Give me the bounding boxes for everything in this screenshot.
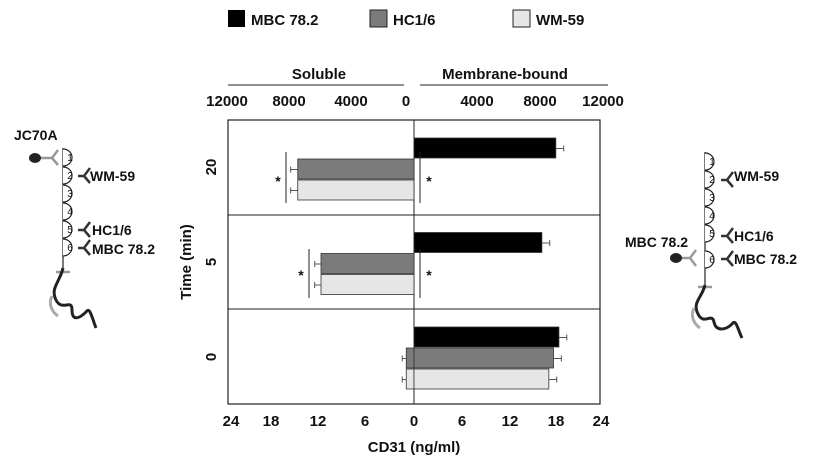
- legend-swatch-hc: [369, 9, 388, 28]
- antibody-icon: [721, 250, 734, 267]
- antibody-icon: [78, 167, 91, 184]
- antibody-label-wm59: WM-59: [90, 168, 135, 184]
- top-tick: 12000: [206, 93, 248, 110]
- antibody-icon: [721, 227, 734, 244]
- antibody-icon: [41, 149, 59, 166]
- domain-number: 3: [67, 189, 73, 200]
- antibody-icon: [721, 171, 734, 188]
- domain-number: 5: [709, 229, 715, 240]
- legend-swatch-mbc: [228, 10, 245, 27]
- legend-label-mbc: MBC 78.2: [251, 12, 319, 29]
- bottom-tick: 0: [410, 413, 418, 430]
- top-tick: 12000: [582, 93, 624, 110]
- top-tick: 8000: [523, 93, 556, 110]
- sig-star: *: [426, 173, 432, 189]
- bar-right-mbc-78-2-0: [413, 326, 560, 348]
- domain-number: 3: [709, 193, 715, 204]
- domain-number: 2: [67, 171, 73, 182]
- domain-number: 4: [709, 211, 715, 222]
- bottom-tick: 12: [502, 413, 519, 430]
- y-axis-label: Time (min): [178, 224, 195, 300]
- antibody-icon: [78, 221, 91, 238]
- bar-left-hc1-6-5: [320, 253, 415, 274]
- domain-number: 4: [67, 207, 73, 218]
- top-tick: 4000: [334, 93, 367, 110]
- bar-right-mbc-78-2-20: [413, 137, 557, 159]
- group-label-membrane: Membrane-bound: [442, 66, 568, 83]
- top-tick: 8000: [272, 93, 305, 110]
- bead-icon: [670, 253, 682, 263]
- antibody-label-hc16: HC1/6: [92, 222, 132, 238]
- bar-left-hc1-6-20: [297, 158, 415, 180]
- group-label-soluble: Soluble: [292, 66, 346, 83]
- cytoplasmic-tail: [694, 284, 744, 339]
- antibody-icon: [78, 239, 91, 256]
- protein-diagram-right: 1 2 3 4 5 6 WM-59 HC1/6 MBC 78.2 MBC 78.…: [625, 152, 797, 339]
- domain-number: 2: [709, 175, 715, 186]
- bar-left-wm-59-5: [320, 274, 415, 295]
- cytoplasmic-tail-grey: [690, 307, 701, 330]
- bottom-tick: 18: [548, 413, 565, 430]
- antibody-label-wm59: WM-59: [734, 168, 779, 184]
- antibody-label-mbc: MBC 78.2: [92, 241, 155, 257]
- bar-right-hc1-6-0: [413, 347, 554, 369]
- top-tick: 4000: [460, 93, 493, 110]
- domain-number: 6: [709, 255, 715, 266]
- category-label: 0: [203, 353, 220, 361]
- bottom-tick: 18: [263, 413, 280, 430]
- category-label: 5: [203, 258, 220, 266]
- bead-icon: [29, 153, 41, 163]
- domain-chain: 1 2 3 4 5 6: [62, 148, 73, 268]
- top-tick: 0: [402, 93, 410, 110]
- significance-markers: * * * *: [275, 152, 432, 298]
- sig-star: *: [298, 267, 304, 283]
- jc70a-label: JC70A: [14, 127, 58, 143]
- bar-left-wm-59-20: [297, 179, 415, 201]
- domain-number: 1: [67, 153, 73, 164]
- domain-chain: 1 2 3 4 5 6: [704, 152, 715, 285]
- domain-number: 5: [67, 225, 73, 236]
- cytoplasmic-tail: [52, 267, 98, 329]
- bar-right-wm-59-0: [413, 368, 550, 390]
- domain-number: 6: [67, 243, 73, 254]
- category-label: 20: [203, 159, 220, 176]
- legend: MBC 78.2 HC1/6 WM-59: [228, 9, 584, 29]
- domain-number: 1: [709, 157, 715, 168]
- bar-left-wm-59-0: [405, 368, 415, 390]
- bottom-tick: 24: [593, 413, 610, 430]
- legend-label-wm: WM-59: [536, 12, 584, 29]
- x-axis-label: CD31 (ng/ml): [368, 439, 461, 456]
- protein-diagram-left: JC70A 1 2 3 4 5 6 WM-59 HC1/6 MBC 78.2: [14, 127, 155, 329]
- legend-label-hc: HC1/6: [393, 12, 436, 29]
- bottom-tick: 6: [458, 413, 466, 430]
- sig-star: *: [426, 267, 432, 283]
- bottom-tick: 24: [223, 413, 240, 430]
- cytoplasmic-tail-grey: [48, 295, 59, 318]
- mbc-side-label: MBC 78.2: [625, 234, 688, 250]
- bottom-tick: 6: [361, 413, 369, 430]
- antibody-label-mbc: MBC 78.2: [734, 251, 797, 267]
- bottom-tick: 12: [310, 413, 327, 430]
- bar-right-mbc-78-2-5: [413, 232, 543, 253]
- antibody-icon: [682, 249, 697, 267]
- antibody-label-hc16: HC1/6: [734, 228, 774, 244]
- legend-swatch-wm: [512, 9, 531, 28]
- bar-left-hc1-6-0: [405, 347, 415, 369]
- bars-layer: [290, 137, 568, 390]
- sig-star: *: [275, 173, 281, 189]
